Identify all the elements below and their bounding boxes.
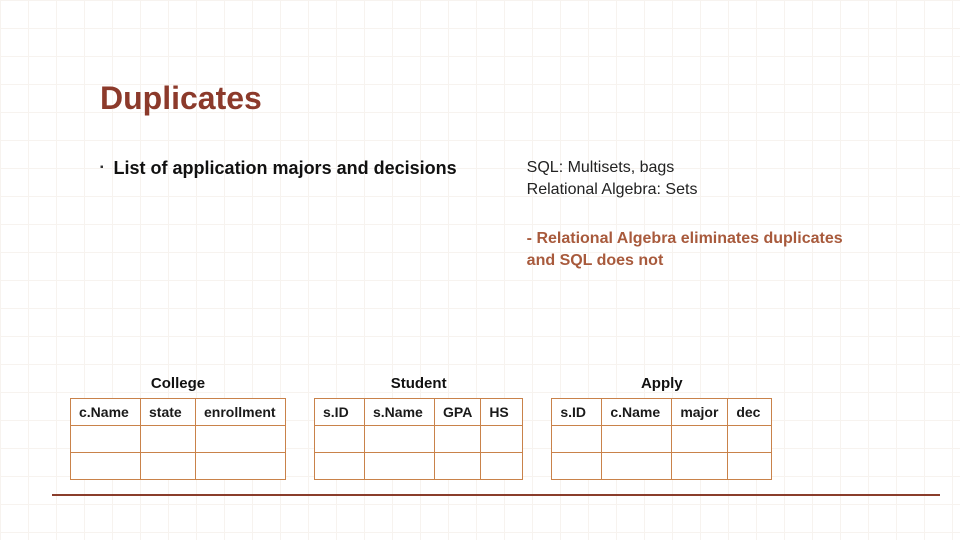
table-student-title: Student	[391, 375, 447, 392]
table-apply: s.IDc.Namemajordec	[551, 398, 772, 480]
table-student-wrap: Student s.IDs.NameGPAHS	[314, 375, 523, 480]
side-note-1: SQL: Multisets, bags	[527, 157, 860, 179]
table-cell	[365, 453, 435, 480]
table-cell	[481, 453, 523, 480]
table-cell	[365, 426, 435, 453]
table-cell	[602, 426, 672, 453]
table-cell	[435, 453, 481, 480]
left-column: ▪ List of application majors and decisio…	[100, 157, 467, 271]
table-cell	[728, 426, 772, 453]
side-note-2: Relational Algebra: Sets	[527, 179, 860, 201]
table-cell	[71, 426, 141, 453]
table-header-cell: c.Name	[602, 399, 672, 426]
table-cell	[481, 426, 523, 453]
table-header-cell: c.Name	[71, 399, 141, 426]
table-header-cell: dec	[728, 399, 772, 426]
slide-heading: Duplicates	[100, 80, 860, 117]
table-college-title: College	[151, 375, 205, 392]
table-cell	[196, 453, 286, 480]
table-cell	[435, 426, 481, 453]
table-header-cell: s.Name	[365, 399, 435, 426]
table-header-cell: GPA	[435, 399, 481, 426]
table-row	[315, 453, 523, 480]
table-header-cell: HS	[481, 399, 523, 426]
table-header-cell: major	[672, 399, 728, 426]
table-college-wrap: College c.Namestateenrollment	[70, 375, 286, 480]
table-cell	[728, 453, 772, 480]
table-apply-wrap: Apply s.IDc.Namemajordec	[551, 375, 772, 480]
bullet-text: List of application majors and decisions	[114, 157, 457, 180]
slide-content: Duplicates ▪ List of application majors …	[0, 0, 960, 540]
content-columns: ▪ List of application majors and decisio…	[100, 157, 860, 271]
table-cell	[141, 426, 196, 453]
table-cell	[672, 453, 728, 480]
table-cell	[141, 453, 196, 480]
table-cell	[602, 453, 672, 480]
highlight-note: - Relational Algebra eliminates duplicat…	[527, 228, 860, 271]
table-cell	[552, 453, 602, 480]
right-column: SQL: Multisets, bags Relational Algebra:…	[527, 157, 860, 271]
table-cell	[71, 453, 141, 480]
table-header-cell: enrollment	[196, 399, 286, 426]
table-college: c.Namestateenrollment	[70, 398, 286, 480]
table-student: s.IDs.NameGPAHS	[314, 398, 523, 480]
bullet-item: ▪ List of application majors and decisio…	[100, 157, 467, 180]
bullet-marker: ▪	[100, 157, 104, 179]
table-cell	[315, 426, 365, 453]
table-cell	[552, 426, 602, 453]
footer-divider	[52, 494, 940, 496]
table-row	[71, 426, 286, 453]
table-row	[552, 453, 772, 480]
table-row	[315, 426, 523, 453]
table-header-cell: state	[141, 399, 196, 426]
table-apply-title: Apply	[641, 375, 683, 392]
table-cell	[672, 426, 728, 453]
table-header-cell: s.ID	[552, 399, 602, 426]
table-header-cell: s.ID	[315, 399, 365, 426]
table-cell	[196, 426, 286, 453]
table-row	[71, 453, 286, 480]
table-cell	[315, 453, 365, 480]
table-row	[552, 426, 772, 453]
tables-row: College c.Namestateenrollment Student s.…	[70, 375, 930, 480]
